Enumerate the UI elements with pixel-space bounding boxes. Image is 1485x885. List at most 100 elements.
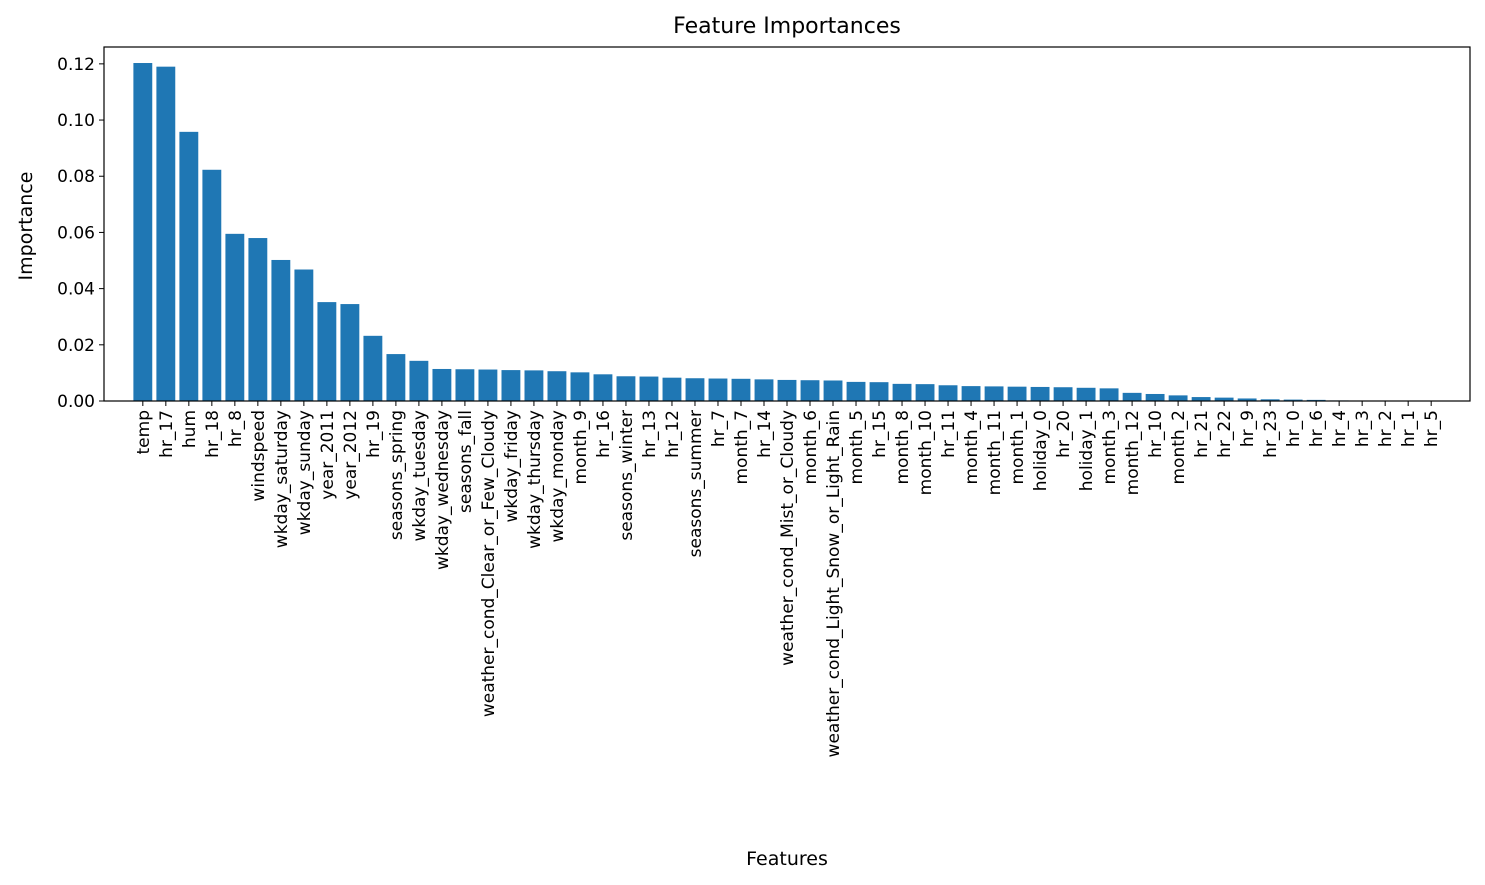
- bar-holiday_0: [1030, 386, 1050, 401]
- x-tick-label: month_5: [847, 410, 867, 485]
- bar-month_5: [846, 381, 866, 401]
- x-tick-label: month_2: [1169, 410, 1189, 485]
- bar-hr_22: [1214, 397, 1234, 401]
- bar-hr_18: [202, 169, 222, 401]
- y-axis-ticks: 0.00 0.02 0.04 0.06 0.08 0.10 0.12: [57, 55, 104, 412]
- bar-hr_14: [754, 379, 774, 401]
- bar-month_11: [984, 386, 1004, 401]
- x-tick-label: weather_cond_Clear_or_Few_Cloudy: [479, 410, 499, 717]
- y-tick-label: 0.06: [57, 223, 95, 243]
- y-tick-label: 0.00: [57, 392, 95, 412]
- bar-hr_15: [869, 382, 889, 401]
- bar-seasons_winter: [616, 376, 636, 401]
- x-tick-label: hr_19: [364, 410, 384, 458]
- x-tick-label: hr_9: [1238, 410, 1258, 447]
- y-tick-label: 0.02: [57, 336, 95, 356]
- bar-month_10: [915, 384, 935, 401]
- y-tick-label: 0.10: [57, 111, 95, 131]
- bar-wkday_friday: [501, 370, 521, 401]
- bar-seasons_spring: [386, 354, 406, 401]
- bar-wkday_tuesday: [409, 360, 429, 401]
- bar-hr_11: [938, 385, 958, 401]
- x-tick-label: weather_cond_Light_Snow_or_Light_Rain: [824, 410, 844, 757]
- x-tick-label: month_12: [1123, 410, 1143, 495]
- bar-hr_16: [593, 374, 613, 401]
- x-tick-label: holiday_0: [1031, 410, 1051, 491]
- x-tick-label: hr_15: [870, 410, 890, 458]
- bar-month_8: [892, 383, 912, 401]
- bar-hr_10: [1145, 393, 1165, 401]
- bar-hr_0: [1283, 399, 1303, 401]
- bar-temp: [133, 63, 153, 402]
- bar-hr_12: [662, 377, 682, 401]
- y-tick-label: 0.04: [57, 280, 95, 300]
- x-tick-label: month_6: [801, 410, 821, 485]
- y-tick-label: 0.08: [57, 167, 95, 187]
- x-tick-label: windspeed: [249, 410, 269, 502]
- x-tick-label: month_9: [571, 410, 591, 485]
- bar-hr_20: [1053, 387, 1073, 401]
- x-tick-label: hum: [180, 410, 200, 448]
- x-tick-label: hr_2: [1376, 410, 1396, 447]
- x-tick-label: hr_5: [1422, 410, 1442, 447]
- x-tick-label: hr_18: [203, 410, 223, 458]
- x-tick-label: hr_4: [1330, 410, 1350, 447]
- y-tick-label: 0.12: [57, 55, 95, 75]
- x-tick-label: hr_21: [1192, 410, 1212, 458]
- bar-wkday_wednesday: [432, 368, 452, 401]
- x-axis-ticks: temp hr_17 hum hr_18 hr_8 windspeed wkday_satu…: [134, 401, 1442, 757]
- x-tick-label: hr_10: [1146, 410, 1166, 458]
- x-tick-label: seasons_summer: [686, 410, 706, 557]
- x-tick-label: wkday_sunday: [295, 410, 315, 535]
- bar-month_3: [1099, 388, 1119, 401]
- x-tick-label: seasons_fall: [456, 410, 476, 513]
- bar-windspeed: [248, 238, 268, 401]
- bar-seasons_summer: [685, 378, 705, 401]
- bar-hr_9: [1237, 398, 1257, 401]
- x-tick-label: temp: [134, 410, 154, 454]
- bar-hr_21: [1191, 397, 1211, 401]
- x-tick-label: hr_16: [594, 410, 614, 458]
- y-axis-label: Importance: [15, 172, 37, 281]
- x-tick-label: wkday_saturday: [272, 410, 292, 548]
- bar-hr_8: [225, 233, 245, 401]
- bar-hr_13: [639, 376, 659, 401]
- x-tick-label: weather_cond_Mist_or_Cloudy: [778, 410, 798, 666]
- x-tick-label: seasons_spring: [387, 410, 407, 540]
- x-tick-label: hr_3: [1353, 410, 1373, 447]
- x-tick-label: holiday_1: [1077, 410, 1097, 491]
- bar-wkday_sunday: [294, 269, 314, 401]
- x-tick-label: hr_6: [1307, 410, 1327, 447]
- x-tick-label: wkday_thursday: [525, 410, 545, 549]
- x-tick-label: month_11: [985, 410, 1005, 495]
- x-tick-label: hr_13: [640, 410, 660, 458]
- x-tick-label: hr_14: [755, 410, 775, 458]
- bar-hr_17: [156, 66, 176, 402]
- bar-seasons_fall: [455, 369, 475, 401]
- bar-weather_cond_Light_Snow_or_Light_Rain: [823, 380, 843, 401]
- bar-wkday_thursday: [524, 370, 544, 401]
- x-tick-label: wkday_monday: [548, 410, 568, 543]
- bar-month_2: [1168, 395, 1188, 401]
- bar-month_1: [1007, 386, 1027, 401]
- x-tick-label: month_7: [732, 410, 752, 485]
- x-tick-label: month_1: [1008, 410, 1028, 485]
- x-tick-label: hr_22: [1215, 410, 1235, 458]
- x-tick-label: year_2011: [318, 410, 338, 500]
- bar-month_12: [1122, 392, 1142, 401]
- x-tick-label: wkday_tuesday: [410, 410, 430, 542]
- bar-wkday_monday: [547, 371, 567, 401]
- bar-month_6: [800, 380, 820, 401]
- bars-group: [133, 63, 1441, 402]
- bar-weather_cond_Mist_or_Cloudy: [777, 379, 797, 401]
- chart-title: Feature Importances: [673, 14, 901, 39]
- bar-hr_19: [363, 335, 383, 401]
- x-tick-label: hr_23: [1261, 410, 1281, 458]
- x-tick-label: hr_0: [1284, 410, 1304, 447]
- x-tick-label: year_2012: [341, 410, 361, 500]
- bar-weather_cond_Clear_or_Few_Cloudy: [478, 369, 498, 401]
- bar-holiday_1: [1076, 387, 1096, 401]
- bar-hr_23: [1260, 399, 1280, 401]
